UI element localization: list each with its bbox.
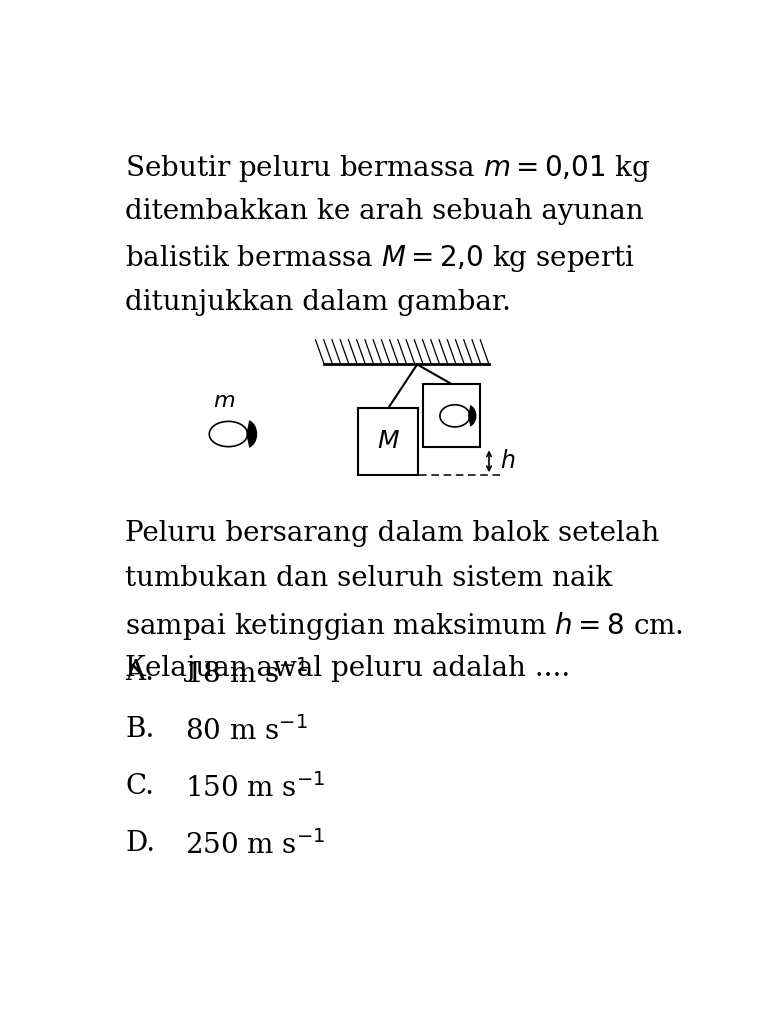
- Text: $h$: $h$: [500, 450, 515, 472]
- Text: 150 m s$^{-1}$: 150 m s$^{-1}$: [186, 773, 325, 803]
- Text: tumbukan dan seluruh sistem naik: tumbukan dan seluruh sistem naik: [125, 565, 613, 593]
- Text: Sebutir peluru bermassa $m = 0{,}01$ kg: Sebutir peluru bermassa $m = 0{,}01$ kg: [125, 153, 651, 184]
- Ellipse shape: [440, 405, 470, 427]
- Text: Kelajuan awal peluru adalah ....: Kelajuan awal peluru adalah ....: [125, 655, 570, 683]
- Text: A.: A.: [125, 659, 155, 686]
- Wedge shape: [247, 420, 257, 448]
- Text: 18 m s$^{-1}$: 18 m s$^{-1}$: [186, 659, 308, 689]
- Text: 80 m s$^{-1}$: 80 m s$^{-1}$: [186, 717, 308, 747]
- Text: B.: B.: [125, 717, 155, 744]
- Wedge shape: [468, 405, 476, 426]
- Text: ditunjukkan dalam gambar.: ditunjukkan dalam gambar.: [125, 289, 512, 315]
- Text: C.: C.: [125, 773, 155, 800]
- Text: D.: D.: [125, 830, 155, 858]
- Text: balistik bermassa $M = 2{,}0$ kg seperti: balistik bermassa $M = 2{,}0$ kg seperti: [125, 243, 635, 274]
- Bar: [359, 408, 418, 476]
- Text: ditembakkan ke arah sebuah ayunan: ditembakkan ke arah sebuah ayunan: [125, 198, 644, 225]
- Text: $m$: $m$: [213, 390, 235, 412]
- Text: Peluru bersarang dalam balok setelah: Peluru bersarang dalam balok setelah: [125, 521, 659, 547]
- Ellipse shape: [209, 421, 247, 447]
- Text: 250 m s$^{-1}$: 250 m s$^{-1}$: [186, 830, 325, 860]
- Text: sampai ketinggian maksimum $h = 8$ cm.: sampai ketinggian maksimum $h = 8$ cm.: [125, 610, 683, 642]
- Bar: [424, 384, 480, 448]
- Text: $M$: $M$: [377, 430, 400, 453]
